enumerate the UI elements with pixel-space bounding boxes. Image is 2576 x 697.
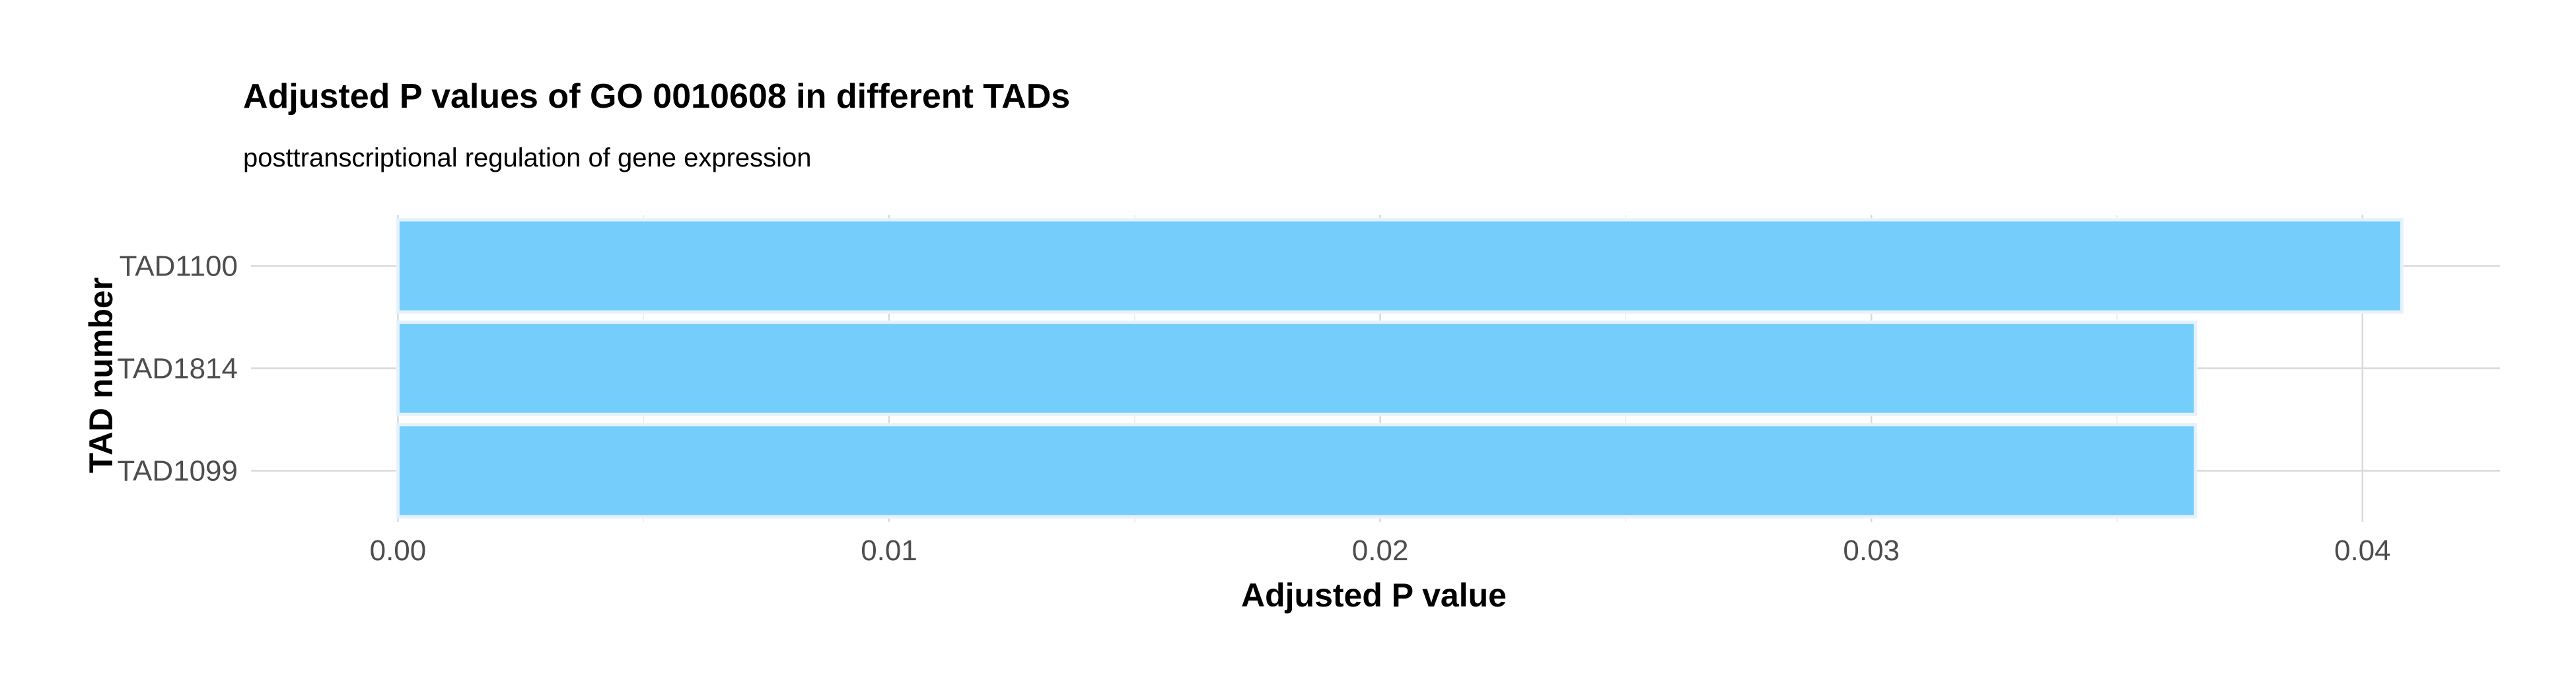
x-axis-ticks: 0.00 0.01 0.02 0.03 0.04 [370,534,2391,567]
y-tick-label: TAD1099 [117,455,238,488]
y-tick-label: TAD1814 [117,353,238,385]
x-tick-label: 0.02 [1352,534,1409,567]
bars [396,218,2404,519]
x-tick-label: 0.03 [1843,534,1900,567]
bar-tad1099 [396,423,2198,519]
chart-subtitle: posttranscriptional regulation of gene e… [243,143,812,172]
x-tick-label: 0.00 [370,534,427,567]
bar-tad1814 [396,320,2198,416]
chart-title: Adjusted P values of GO 0010608 in diffe… [243,77,1070,116]
x-axis-title: Adjusted P value [1241,577,1507,614]
y-tick-label: TAD1100 [120,250,238,283]
x-tick-label: 0.01 [861,534,917,567]
y-axis-title: TAD number [83,277,120,473]
bar-tad1100 [396,218,2404,314]
y-axis-ticks: TAD1100 TAD1814 TAD1099 [117,250,238,488]
x-tick-label: 0.04 [2334,534,2391,567]
